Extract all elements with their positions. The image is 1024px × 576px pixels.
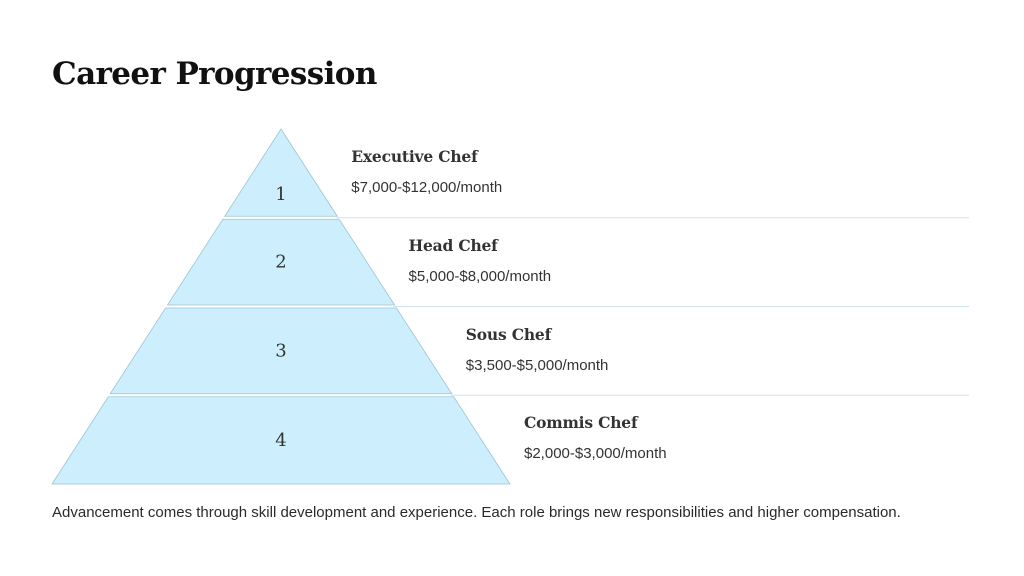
- tier-salary: $5,000-$8,000/month: [408, 267, 552, 285]
- tier-info-1: Executive Chef $7,000-$12,000/month: [351, 147, 502, 196]
- tier-salary: $2,000-$3,000/month: [524, 445, 667, 463]
- tier-number: 3: [275, 340, 286, 361]
- tier-info-3: Sous Chef $3,500-$5,000/month: [466, 325, 609, 374]
- footnote: Advancement comes through skill developm…: [52, 504, 901, 521]
- pyramid-tier-2: [166, 218, 396, 306]
- tier-salary: $3,500-$5,000/month: [465, 356, 609, 374]
- tier-role: Commis Chef: [524, 413, 638, 433]
- tier-number: 4: [275, 430, 286, 451]
- tier-info-4: Commis Chef $2,000-$3,000/month: [524, 413, 667, 462]
- tier-role: Head Chef: [408, 235, 498, 255]
- tier-role: Sous Chef: [465, 324, 552, 344]
- tier-role: Executive Chef: [351, 147, 478, 166]
- pyramid-tier-1: [223, 128, 339, 217]
- tier-info-2: Head Chef $5,000-$8,000/month: [409, 236, 552, 285]
- pyramid-tier-3: [109, 307, 453, 395]
- tier-number: 1: [275, 184, 286, 205]
- tier-salary: $7,000-$12,000/month: [351, 179, 503, 196]
- pyramid-tier-4: [51, 396, 511, 485]
- tier-number: 2: [275, 252, 286, 273]
- slide-title: Career Progression: [52, 56, 377, 92]
